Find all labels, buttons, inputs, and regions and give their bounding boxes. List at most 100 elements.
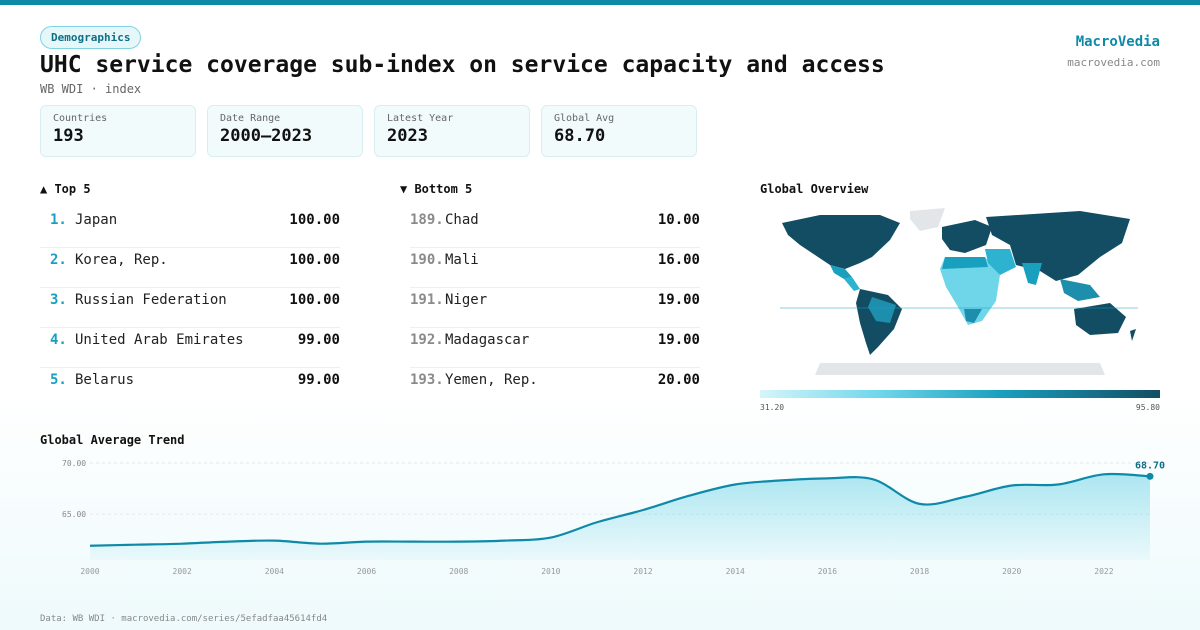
last-value-label: 68.70 xyxy=(1135,460,1165,471)
country-value: 100.00 xyxy=(289,212,340,228)
stat-card-date-range: Date Range 2000–2023 xyxy=(207,105,363,157)
stat-label: Latest Year xyxy=(387,113,454,124)
country-name: Belarus xyxy=(75,372,135,388)
map-region-mexico xyxy=(830,265,852,279)
brand-logo[interactable]: MacroVedia xyxy=(1075,34,1160,50)
y-tick-label: 65.00 xyxy=(62,510,86,519)
world-map-svg xyxy=(780,208,1138,375)
x-tick-label: 2010 xyxy=(541,567,560,576)
country-name: Japan xyxy=(75,212,118,228)
stat-value: 2023 xyxy=(387,126,428,146)
rank-number: 189. xyxy=(410,212,444,228)
x-tick-label: 2020 xyxy=(1002,567,1021,576)
bottom5-list: 189. Chad 10.00 190. Mali 16.00 191. Nig… xyxy=(410,208,700,408)
country-name: Madagascar xyxy=(445,332,530,348)
trend-chart[interactable]: 65.00 70.00 2000 2002 2004 2006 2008 2010 2012 2… xyxy=(40,450,1170,580)
stat-value: 2000–2023 xyxy=(220,126,313,146)
country-name: Mali xyxy=(445,252,479,268)
map-region-north-africa xyxy=(942,257,988,269)
top5-list: 1. Japan 100.00 2. Korea, Rep. 100.00 3.… xyxy=(40,208,340,408)
map-region-north-america xyxy=(782,215,900,269)
list-item[interactable]: 189. Chad 10.00 xyxy=(410,208,700,248)
list-item[interactable]: 3. Russian Federation 100.00 xyxy=(40,288,340,328)
x-tick-label: 2008 xyxy=(449,567,468,576)
stat-card-countries: Countries 193 xyxy=(40,105,196,157)
x-tick-label: 2014 xyxy=(726,567,745,576)
map-region-brazil xyxy=(868,297,896,323)
x-tick-label: 2002 xyxy=(173,567,192,576)
map-region-antarctica xyxy=(815,363,1105,375)
list-item[interactable]: 193. Yemen, Rep. 20.00 xyxy=(410,368,700,408)
rank-number: 190. xyxy=(410,252,444,268)
map-region-australia xyxy=(1074,303,1126,335)
country-name: Niger xyxy=(445,292,488,308)
country-value: 20.00 xyxy=(657,372,700,388)
y-tick-label: 70.00 xyxy=(62,459,86,468)
legend-min-label: 31.20 xyxy=(760,403,785,412)
last-value-marker xyxy=(1146,472,1154,480)
brand-url[interactable]: macrovedia.com xyxy=(1067,56,1160,69)
country-value: 10.00 xyxy=(657,212,700,228)
country-name: Chad xyxy=(445,212,479,228)
stat-label: Countries xyxy=(53,113,108,124)
trend-title: Global Average Trend xyxy=(40,433,185,447)
list-item[interactable]: 1. Japan 100.00 xyxy=(40,208,340,248)
trend-chart-svg: 65.00 70.00 2000 2002 2004 2006 2008 2010 2012 2… xyxy=(62,459,1165,576)
map-region-middle-east xyxy=(985,249,1016,275)
rank-number: 4. xyxy=(50,332,67,348)
country-value: 19.00 xyxy=(657,292,700,308)
map-region-southeast-asia xyxy=(1060,279,1100,301)
page-title: UHC service coverage sub-index on servic… xyxy=(40,52,885,78)
country-value: 100.00 xyxy=(289,292,340,308)
list-item[interactable]: 4. United Arab Emirates 99.00 xyxy=(40,328,340,368)
stat-card-latest-year: Latest Year 2023 xyxy=(374,105,530,157)
x-tick-label: 2004 xyxy=(265,567,284,576)
map-region-central-america xyxy=(844,277,860,291)
rank-number: 5. xyxy=(50,372,67,388)
x-tick-label: 2018 xyxy=(910,567,929,576)
trend-line xyxy=(89,472,1151,547)
rank-number: 192. xyxy=(410,332,444,348)
list-item[interactable]: 2. Korea, Rep. 100.00 xyxy=(40,248,340,288)
country-name: United Arab Emirates xyxy=(75,332,244,348)
page-subtitle: WB WDI · index xyxy=(40,82,142,96)
top5-title: ▲ Top 5 xyxy=(40,182,91,196)
stat-value: 193 xyxy=(53,126,84,146)
country-name: Yemen, Rep. xyxy=(445,372,538,388)
list-item[interactable]: 5. Belarus 99.00 xyxy=(40,368,340,408)
map-region-asia xyxy=(986,211,1130,281)
country-value: 99.00 xyxy=(297,332,340,348)
country-value: 100.00 xyxy=(289,252,340,268)
country-value: 99.00 xyxy=(297,372,340,388)
top-accent-bar xyxy=(0,0,1200,5)
stat-label: Global Avg xyxy=(554,113,615,124)
stat-card-global-avg: Global Avg 68.70 xyxy=(541,105,697,157)
category-badge[interactable]: Demographics xyxy=(40,26,142,49)
map-region-south-asia xyxy=(1022,263,1042,285)
rank-number: 3. xyxy=(50,292,67,308)
map-region-south-america xyxy=(856,289,902,355)
legend-max-label: 95.80 xyxy=(1135,403,1160,412)
x-tick-label: 2000 xyxy=(80,567,99,576)
map-title: Global Overview xyxy=(760,182,869,196)
list-item[interactable]: 191. Niger 19.00 xyxy=(410,288,700,328)
x-tick-label: 2006 xyxy=(357,567,376,576)
map-region-new-zealand xyxy=(1130,329,1136,341)
list-item[interactable]: 190. Mali 16.00 xyxy=(410,248,700,288)
country-name: Korea, Rep. xyxy=(75,252,168,268)
data-source-footer: Data: WB WDI · macrovedia.com/series/5ef… xyxy=(40,614,328,624)
rank-number: 2. xyxy=(50,252,67,268)
map-region-greenland xyxy=(910,208,945,231)
x-tick-label: 2022 xyxy=(1094,567,1113,576)
rank-number: 193. xyxy=(410,372,444,388)
x-tick-label: 2012 xyxy=(633,567,652,576)
map-region-europe xyxy=(942,220,992,253)
x-tick-label: 2016 xyxy=(818,567,837,576)
map-region-south-africa xyxy=(964,309,982,323)
country-value: 16.00 xyxy=(657,252,700,268)
color-legend-bar xyxy=(760,390,1160,398)
country-name: Russian Federation xyxy=(75,292,227,308)
world-map[interactable] xyxy=(760,205,1160,385)
list-item[interactable]: 192. Madagascar 19.00 xyxy=(410,328,700,368)
rank-number: 191. xyxy=(410,292,444,308)
